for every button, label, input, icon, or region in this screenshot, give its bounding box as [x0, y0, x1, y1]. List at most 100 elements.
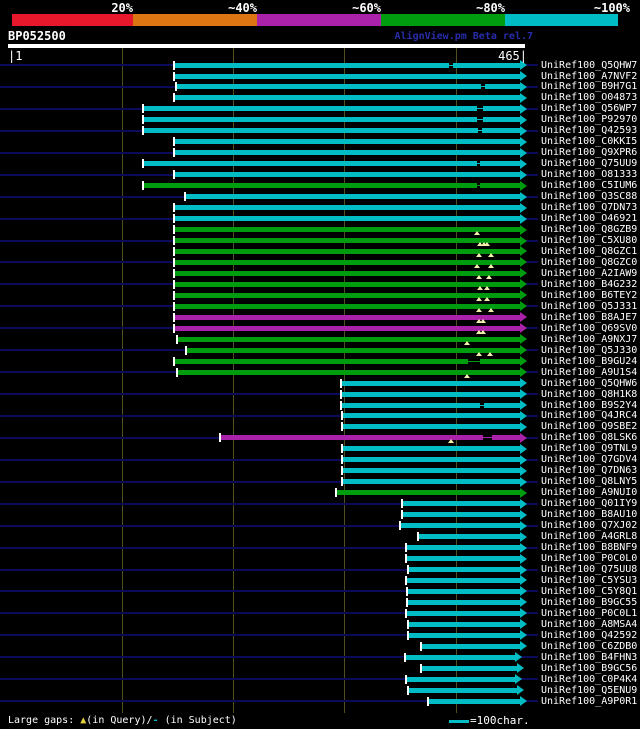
- hit-bar[interactable]: [177, 336, 520, 342]
- hit-label[interactable]: UniRef100_P92970: [541, 114, 638, 126]
- hit-label[interactable]: UniRef100_A9NXJ7: [541, 333, 638, 345]
- hit-label[interactable]: UniRef100_O46921: [541, 213, 638, 224]
- hit-bar[interactable]: [342, 479, 520, 485]
- hit-label[interactable]: UniRef100_Q8GZB9: [541, 224, 638, 235]
- hit-label[interactable]: UniRef100_A9U1S4: [541, 366, 638, 378]
- hit-bar[interactable]: [341, 402, 520, 408]
- hit-bar[interactable]: [421, 665, 517, 671]
- hit-label[interactable]: UniRef100_B4FHN3: [541, 651, 638, 663]
- hit-bar[interactable]: [408, 567, 520, 572]
- hit-bar[interactable]: [185, 194, 520, 200]
- hit-bar[interactable]: [406, 577, 520, 583]
- hit-bar[interactable]: [174, 73, 520, 79]
- hit-bar[interactable]: [342, 468, 520, 474]
- hit-label[interactable]: UniRef100_Q7DN73: [541, 202, 638, 214]
- hit-label[interactable]: UniRef100_C0KKI5: [541, 136, 638, 148]
- hit-label[interactable]: UniRef100_Q01IY9: [541, 498, 638, 510]
- hit-bar[interactable]: [174, 259, 520, 265]
- hit-label[interactable]: UniRef100_A7NVF2: [541, 70, 638, 82]
- hit-label[interactable]: UniRef100_Q9SBE2: [541, 421, 638, 433]
- hit-label[interactable]: UniRef100_C0P4K4: [541, 673, 638, 685]
- hit-label[interactable]: UniRef100_Q8GZC1: [541, 245, 638, 257]
- hit-label[interactable]: UniRef100_Q8LNY5: [541, 476, 638, 488]
- hit-bar[interactable]: [174, 281, 520, 287]
- hit-label[interactable]: UniRef100_Q5ENU9: [541, 684, 638, 696]
- hit-label[interactable]: UniRef100_Q8GZC0: [541, 256, 638, 268]
- hit-bar[interactable]: [174, 172, 520, 178]
- hit-label[interactable]: UniRef100_C5IUM6: [541, 180, 638, 192]
- hit-bar[interactable]: [174, 248, 520, 254]
- hit-bar[interactable]: [174, 139, 520, 145]
- hit-label[interactable]: UniRef100_A4GRL8: [541, 531, 638, 543]
- hit-bar[interactable]: [407, 588, 520, 594]
- hit-label[interactable]: UniRef100_B8AJE7: [541, 311, 638, 323]
- hit-bar[interactable]: [143, 161, 520, 167]
- hit-bar[interactable]: [405, 654, 515, 660]
- hit-label[interactable]: UniRef100_Q5QHW7: [541, 59, 638, 71]
- hit-bar[interactable]: [143, 128, 520, 134]
- hit-bar[interactable]: [143, 117, 520, 123]
- hit-bar[interactable]: [174, 270, 520, 276]
- hit-label[interactable]: UniRef100_Q3SC88: [541, 191, 638, 203]
- hit-bar[interactable]: [342, 446, 520, 452]
- hit-label[interactable]: UniRef100_B8AU10: [541, 509, 638, 521]
- hit-label[interactable]: UniRef100_Q7XJ02: [541, 520, 638, 532]
- hit-label[interactable]: UniRef100_Q5J330: [541, 344, 638, 356]
- hit-bar[interactable]: [402, 512, 520, 518]
- hit-label[interactable]: UniRef100_B6TEY2: [541, 289, 638, 301]
- hit-label[interactable]: UniRef100_Q8H1K8: [541, 388, 638, 400]
- hit-bar[interactable]: [421, 643, 520, 649]
- hit-label[interactable]: UniRef100_C6ZDB0: [541, 640, 638, 652]
- hit-bar[interactable]: [407, 599, 520, 605]
- hit-label[interactable]: UniRef100_Q7DN63: [541, 465, 638, 477]
- hit-label[interactable]: UniRef100_Q42593: [541, 125, 638, 137]
- hit-label[interactable]: UniRef100_O81333: [541, 169, 638, 181]
- hit-bar[interactable]: [176, 84, 520, 90]
- hit-label[interactable]: UniRef100_Q69SV0: [541, 322, 638, 334]
- hit-label[interactable]: UniRef100_B9GC56: [541, 662, 638, 674]
- hit-bar[interactable]: [174, 150, 520, 156]
- hit-label[interactable]: UniRef100_Q9TNL9: [541, 443, 638, 455]
- hit-bar[interactable]: [174, 205, 520, 211]
- hit-bar[interactable]: [408, 687, 517, 693]
- hit-bar[interactable]: [406, 545, 520, 550]
- hit-label[interactable]: UniRef100_Q75UU9: [541, 158, 638, 170]
- hit-bar[interactable]: [342, 424, 520, 430]
- hit-bar[interactable]: [220, 435, 520, 441]
- hit-bar[interactable]: [174, 62, 520, 68]
- hit-label[interactable]: UniRef100_B9GC55: [541, 596, 638, 608]
- hit-bar[interactable]: [342, 457, 520, 463]
- hit-bar[interactable]: [174, 216, 520, 221]
- hit-bar[interactable]: [406, 556, 520, 561]
- hit-bar[interactable]: [174, 227, 520, 232]
- hit-bar[interactable]: [174, 303, 520, 309]
- hit-bar[interactable]: [174, 95, 520, 101]
- hit-label[interactable]: UniRef100_A9P0R1: [541, 695, 638, 707]
- hit-label[interactable]: UniRef100_C5YSU3: [541, 574, 638, 586]
- hit-label[interactable]: UniRef100_B8BNF9: [541, 542, 638, 553]
- hit-label[interactable]: UniRef100_P0C0L0: [541, 553, 638, 564]
- hit-label[interactable]: UniRef100_B9H7G1: [541, 81, 638, 93]
- hit-label[interactable]: UniRef100_Q4JRC4: [541, 410, 638, 422]
- hit-label[interactable]: UniRef100_Q75UU8: [541, 564, 638, 575]
- hit-label[interactable]: UniRef100_Q9XPR6: [541, 147, 638, 159]
- hit-bar[interactable]: [174, 238, 520, 243]
- hit-label[interactable]: UniRef100_Q5QHW6: [541, 377, 638, 389]
- hit-bar[interactable]: [341, 380, 520, 386]
- hit-bar[interactable]: [408, 621, 520, 627]
- hit-bar[interactable]: [174, 358, 520, 364]
- hit-bar[interactable]: [143, 106, 520, 112]
- hit-label[interactable]: UniRef100_Q42592: [541, 629, 638, 641]
- hit-label[interactable]: UniRef100_C5XU80: [541, 235, 638, 246]
- hit-label[interactable]: UniRef100_A9NUI0: [541, 487, 638, 499]
- hit-bar[interactable]: [402, 501, 520, 507]
- hit-label[interactable]: UniRef100_Q56WP7: [541, 103, 638, 115]
- hit-label[interactable]: UniRef100_Q7GDV4: [541, 454, 638, 466]
- hit-label[interactable]: UniRef100_P0C0L1: [541, 607, 638, 619]
- hit-bar[interactable]: [342, 413, 520, 419]
- hit-label[interactable]: UniRef100_Q8LSK6: [541, 432, 638, 444]
- hit-bar[interactable]: [174, 314, 520, 320]
- hit-bar[interactable]: [186, 347, 520, 353]
- hit-bar[interactable]: [143, 183, 520, 189]
- hit-label[interactable]: UniRef100_A8MSA4: [541, 618, 638, 630]
